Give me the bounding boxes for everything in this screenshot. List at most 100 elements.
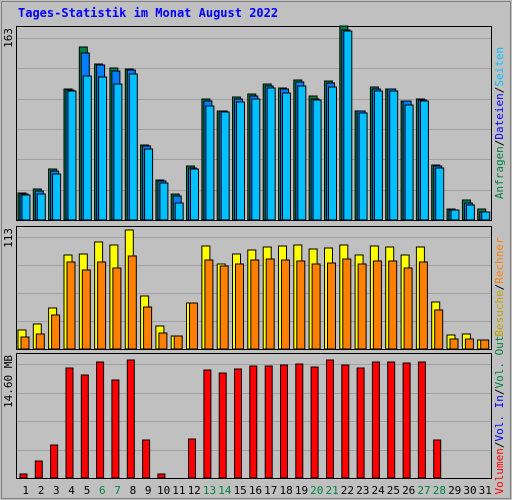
bar-volumen-day-21	[326, 359, 334, 479]
bar-volumen-day-16	[249, 365, 258, 479]
bar-seiten-day-27	[419, 100, 429, 221]
bar-volumen-day-8	[126, 359, 135, 479]
bar-seiten-day-20	[312, 99, 322, 221]
bar-seiten-day-14	[220, 111, 230, 221]
bar-rechner-day-15	[235, 263, 244, 350]
x-tick-label-day-17: 17	[264, 484, 277, 497]
bar-seiten-day-19	[297, 85, 307, 221]
x-tick-label-day-21: 21	[325, 484, 338, 497]
bar-volumen-day-12	[188, 438, 196, 479]
bar-volumen-day-7	[111, 379, 120, 479]
bar-seiten-day-24	[373, 90, 383, 221]
x-tick-label-day-22: 22	[341, 484, 354, 497]
bar-rechner-day-12	[189, 302, 198, 350]
bar-volumen-day-25	[387, 361, 396, 479]
x-tick-label-day-23: 23	[356, 484, 369, 497]
bar-seiten-day-1	[21, 194, 31, 221]
x-tick-label-day-28: 28	[433, 484, 446, 497]
x-tick-label-day-12: 12	[188, 484, 201, 497]
bar-rechner-day-1	[20, 336, 30, 350]
bar-rechner-day-13	[204, 259, 214, 350]
legend-entry: /	[493, 441, 506, 448]
x-tick-label-day-25: 25	[387, 484, 400, 497]
bar-volumen-day-15	[234, 368, 242, 479]
bar-rechner-day-24	[372, 260, 382, 350]
bar-volumen-day-6	[96, 361, 105, 479]
bar-seiten-day-11	[174, 202, 184, 221]
bar-rechner-day-31	[480, 339, 490, 350]
legend-entry: Rechner	[493, 237, 506, 284]
bar-volumen-day-22	[341, 364, 350, 479]
x-tick-label-day-3: 3	[53, 484, 60, 497]
bar-seiten-day-4	[67, 90, 77, 221]
bar-rechner-day-7	[112, 267, 122, 350]
bar-volumen-day-1	[19, 473, 28, 479]
bar-volumen-day-27	[417, 361, 426, 479]
legend-entry: /	[493, 389, 506, 396]
bar-rechner-day-18	[281, 259, 290, 350]
bar-seiten-day-26	[404, 104, 414, 221]
bar-volumen-day-24	[371, 361, 380, 479]
bar-rechner-day-21	[327, 262, 336, 350]
x-tick-label-day-9: 9	[145, 484, 152, 497]
chart-title: Tages-Statistik im Monat August 2022	[18, 6, 279, 20]
bar-rechner-day-16	[250, 259, 260, 350]
x-tick-label-day-27: 27	[417, 484, 430, 497]
bar-rechner-day-30	[464, 338, 474, 350]
x-tick-label-day-14: 14	[218, 484, 232, 497]
bar-seiten-day-6	[98, 76, 108, 221]
bar-volumen-day-9	[142, 439, 151, 479]
legend-visits: Besuche/Rechner	[493, 237, 506, 337]
x-tick-label-day-5: 5	[84, 484, 91, 497]
x-tick-label-day-10: 10	[157, 484, 170, 497]
bar-volumen-day-23	[356, 367, 365, 479]
bar-volumen-day-14	[218, 372, 227, 479]
bar-rechner-day-17	[265, 258, 275, 350]
bar-volumen-day-19	[295, 363, 304, 479]
x-tick-label-day-15: 15	[234, 484, 247, 497]
bar-seiten-day-2	[36, 193, 46, 221]
bar-seiten-day-7	[113, 83, 123, 221]
legend-entry: Vol. Out	[493, 336, 506, 389]
bar-seiten-day-8	[128, 73, 138, 221]
legend-requests: Anfragen/Dateien/Seiten	[493, 47, 506, 199]
legend-entry: /	[493, 140, 506, 147]
bar-volumen-day-5	[80, 374, 89, 479]
bar-seiten-day-31	[481, 211, 491, 221]
bar-rechner-day-2	[35, 333, 45, 350]
bar-seiten-day-29	[450, 209, 460, 221]
bar-seiten-day-30	[465, 204, 475, 221]
bar-rechner-day-6	[97, 261, 107, 350]
bar-seiten-day-12	[190, 168, 199, 221]
bar-rechner-day-14	[219, 265, 229, 350]
x-tick-label-day-1: 1	[22, 484, 29, 497]
x-tick-label-day-11: 11	[172, 484, 185, 497]
x-tick-label-day-31: 31	[479, 484, 492, 497]
legend-entry: /	[493, 87, 506, 94]
bar-volumen-day-4	[65, 367, 74, 479]
bar-volumen-day-20	[310, 366, 319, 479]
bar-rechner-day-5	[81, 269, 91, 350]
x-tick-label-day-19: 19	[295, 484, 308, 497]
bar-volumen-day-10	[157, 473, 166, 479]
x-tick-label-day-24: 24	[371, 484, 385, 497]
bar-seiten-day-22	[343, 30, 353, 221]
bar-rechner-day-23	[357, 263, 367, 350]
legend-entry: Besuche	[493, 290, 506, 336]
bar-seiten-day-28	[435, 167, 445, 221]
x-tick-label-day-7: 7	[114, 484, 121, 497]
legend-entry: Volumen	[493, 448, 506, 494]
bar-volumen-day-3	[50, 444, 59, 479]
x-tick-label-day-20: 20	[310, 484, 323, 497]
bar-rechner-day-29	[449, 338, 459, 350]
bar-volumen-day-28	[433, 439, 442, 479]
bar-seiten-day-3	[52, 173, 62, 221]
bar-rechner-day-22	[342, 258, 352, 350]
bar-seiten-day-23	[358, 112, 368, 221]
bar-rechner-day-11	[173, 335, 183, 350]
panel-max-label-requests: 163	[2, 28, 15, 48]
bar-rechner-day-20	[311, 263, 321, 350]
